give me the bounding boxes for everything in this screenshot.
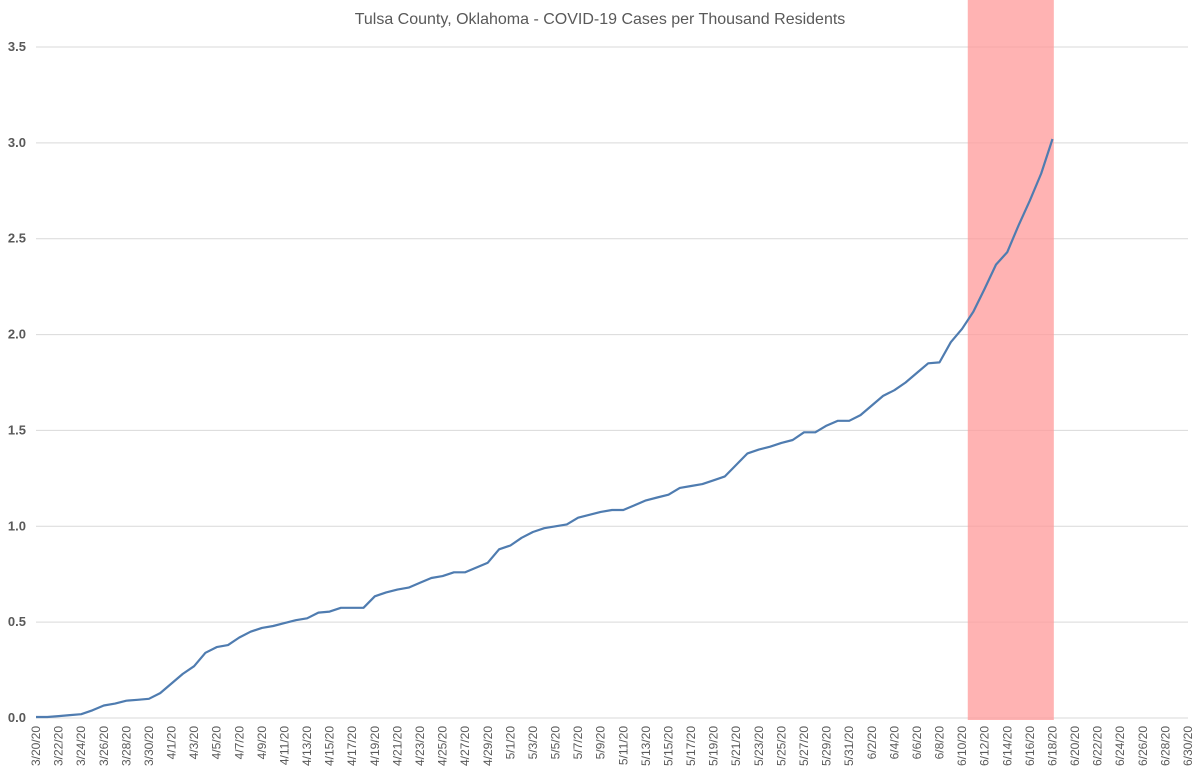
x-tick-label: 4/29/20 xyxy=(481,726,495,766)
x-tick-label: 4/15/20 xyxy=(323,726,337,766)
x-axis-tick-labels: 3/20/20 3/22/20 3/24/20 3/26/20 3/28/20 3/30/… xyxy=(29,726,1195,766)
x-tick-label: 5/23/20 xyxy=(752,726,766,766)
x-tick-label: 6/14/20 xyxy=(1000,726,1014,766)
x-tick-label: 4/1/20 xyxy=(165,726,179,760)
x-tick-label: 4/13/20 xyxy=(300,726,314,766)
x-tick-label: 6/16/20 xyxy=(1023,726,1037,766)
x-tick-label: 5/11/20 xyxy=(616,726,630,765)
x-tick-label: 6/12/20 xyxy=(978,726,992,766)
x-tick-label: 4/25/20 xyxy=(436,726,450,766)
x-tick-label: 4/19/20 xyxy=(368,726,382,766)
y-tick-label: 2.0 xyxy=(8,327,26,342)
x-tick-label: 4/27/20 xyxy=(458,726,472,766)
x-tick-label: 4/23/20 xyxy=(413,726,427,766)
x-tick-label: 5/25/20 xyxy=(774,726,788,766)
y-tick-label: 0.5 xyxy=(8,614,26,629)
x-tick-label: 4/21/20 xyxy=(390,726,404,766)
x-tick-label: 6/24/20 xyxy=(1113,726,1127,766)
x-tick-label: 5/19/20 xyxy=(707,726,721,766)
x-tick-label: 3/30/20 xyxy=(142,726,156,766)
x-tick-label: 6/18/20 xyxy=(1045,726,1059,766)
chart-title: Tulsa County, Oklahoma - COVID-19 Cases … xyxy=(355,11,846,28)
y-tick-label: 3.5 xyxy=(8,39,26,54)
y-tick-label: 2.5 xyxy=(8,231,26,246)
x-tick-label: 5/15/20 xyxy=(661,726,675,766)
x-tick-label: 5/3/20 xyxy=(526,726,540,760)
x-tick-label: 3/24/20 xyxy=(74,726,88,766)
x-tick-label: 5/13/20 xyxy=(639,726,653,766)
x-tick-label: 3/20/20 xyxy=(29,726,43,766)
x-tick-label: 3/26/20 xyxy=(97,726,111,766)
x-tick-label: 3/22/20 xyxy=(52,726,66,766)
x-tick-label: 3/28/20 xyxy=(119,726,133,766)
series-layer xyxy=(36,138,1054,719)
x-tick-label: 6/10/20 xyxy=(955,726,969,766)
x-tick-label: 4/11/20 xyxy=(277,726,291,765)
gridlines xyxy=(36,46,1188,719)
highlight-region-layer xyxy=(967,0,1054,720)
x-tick-label: 5/17/20 xyxy=(684,726,698,766)
x-tick-label: 6/22/20 xyxy=(1091,726,1105,766)
x-tick-label: 6/6/20 xyxy=(910,726,924,760)
x-tick-label: 6/26/20 xyxy=(1136,726,1150,766)
x-tick-label: 5/21/20 xyxy=(729,726,743,766)
y-tick-label: 3.0 xyxy=(8,135,26,150)
y-tick-label: 0.0 xyxy=(8,710,26,725)
x-tick-label: 5/29/20 xyxy=(820,726,834,766)
x-tick-label: 5/9/20 xyxy=(594,726,608,760)
x-tick-label: 4/7/20 xyxy=(232,726,246,760)
x-tick-label: 6/28/20 xyxy=(1158,726,1172,766)
x-tick-label: 6/4/20 xyxy=(887,726,901,760)
x-tick-label: 6/30/20 xyxy=(1181,726,1195,766)
x-tick-label: 5/31/20 xyxy=(842,726,856,766)
x-tick-label: 5/5/20 xyxy=(549,726,563,760)
x-tick-label: 5/27/20 xyxy=(797,726,811,766)
series-line xyxy=(36,138,1054,719)
x-tick-label: 4/3/20 xyxy=(187,726,201,760)
y-tick-label: 1.0 xyxy=(8,518,26,533)
x-tick-label: 6/8/20 xyxy=(933,726,947,760)
x-tick-label: 6/20/20 xyxy=(1068,726,1082,766)
highlight-region xyxy=(967,0,1054,720)
x-tick-label: 4/5/20 xyxy=(210,726,224,760)
x-tick-label: 5/1/20 xyxy=(503,726,517,760)
y-tick-label: 1.5 xyxy=(8,422,26,437)
x-tick-label: 4/17/20 xyxy=(345,726,359,766)
x-tick-label: 5/7/20 xyxy=(571,726,585,760)
x-tick-label: 6/2/20 xyxy=(865,726,879,760)
x-tick-label: 4/9/20 xyxy=(255,726,269,760)
y-axis-tick-labels: 0.0 0.5 1.0 1.5 2.0 2.5 3.0 3.5 xyxy=(8,39,26,725)
